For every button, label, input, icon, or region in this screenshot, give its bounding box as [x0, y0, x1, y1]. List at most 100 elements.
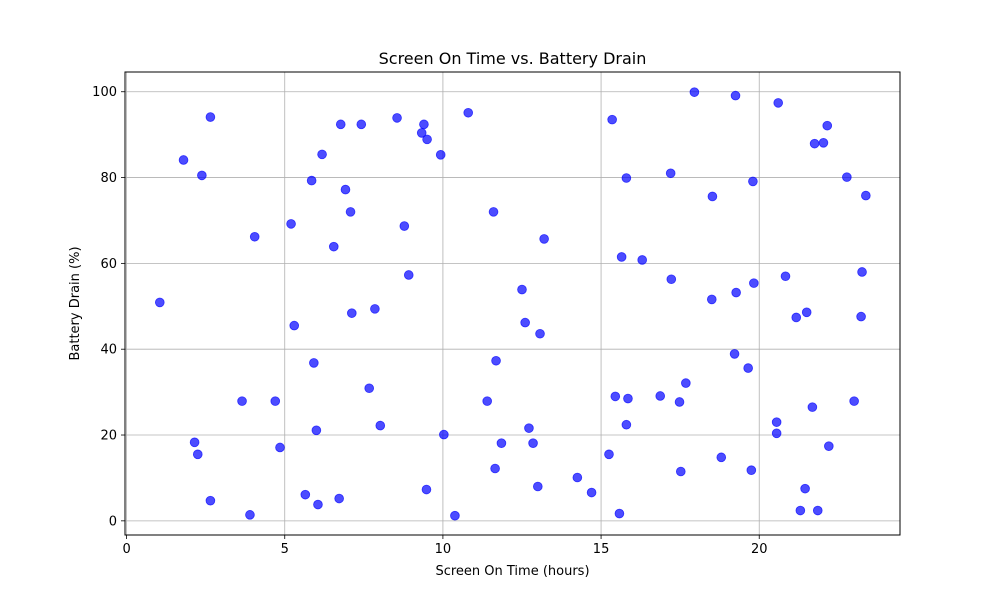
- data-point: [857, 267, 867, 277]
- data-point: [450, 510, 460, 521]
- x-axis-ticks: 0 5 10 15 20: [122, 535, 768, 557]
- data-point: [192, 449, 203, 460]
- data-point: [520, 317, 530, 328]
- data-point: [463, 107, 474, 118]
- data-point: [197, 170, 207, 181]
- data-point: [435, 150, 446, 160]
- data-point: [245, 510, 255, 520]
- data-point: [403, 270, 414, 280]
- data-point: [496, 438, 507, 448]
- data-point: [729, 349, 740, 359]
- data-point: [313, 499, 323, 510]
- data-point: [422, 134, 432, 145]
- data-point: [706, 294, 717, 305]
- data-point: [289, 320, 300, 331]
- data-point: [730, 90, 741, 101]
- data-point: [375, 420, 386, 431]
- data-point: [842, 172, 852, 182]
- data-point: [286, 219, 296, 229]
- data-point: [849, 396, 859, 406]
- data-point: [746, 465, 757, 476]
- data-point: [749, 278, 759, 288]
- y-axis-ticks: 0 20 40 60 80 100: [92, 85, 125, 529]
- data-point: [275, 442, 285, 453]
- data-point: [748, 176, 758, 187]
- data-point: [335, 119, 346, 130]
- data-point: [818, 138, 829, 148]
- data-point: [572, 472, 583, 483]
- data-point: [421, 484, 432, 495]
- data-point: [773, 98, 784, 108]
- y-tick-label: 40: [100, 343, 117, 358]
- y-tick-label: 20: [100, 429, 117, 444]
- data-point: [861, 190, 871, 201]
- data-point: [491, 355, 501, 366]
- x-tick-label: 0: [122, 542, 130, 557]
- data-point: [205, 112, 216, 122]
- data-point: [795, 505, 806, 516]
- data-point: [610, 391, 621, 402]
- data-point: [345, 207, 356, 217]
- plot-area-frame: [124, 71, 901, 536]
- data-point: [482, 396, 492, 406]
- data-point: [856, 311, 866, 322]
- data-point: [370, 304, 380, 314]
- data-point: [356, 119, 367, 130]
- data-point: [309, 358, 319, 368]
- data-point: [743, 363, 753, 373]
- data-point: [317, 149, 327, 160]
- data-point: [586, 487, 597, 498]
- data-point: [666, 274, 677, 285]
- data-point: [340, 184, 351, 195]
- data-point: [614, 508, 625, 519]
- data-point: [539, 234, 549, 244]
- data-point: [604, 449, 614, 460]
- data-point: [621, 419, 632, 430]
- data-point: [716, 452, 727, 463]
- data-points: [154, 87, 871, 521]
- y-tick-label: 0: [109, 514, 117, 529]
- data-point: [306, 175, 317, 186]
- data-point: [334, 493, 344, 504]
- data-point: [178, 155, 189, 165]
- data-point: [533, 481, 543, 492]
- grid-lines: [125, 72, 900, 535]
- data-point: [822, 120, 833, 131]
- data-point: [439, 429, 449, 440]
- data-point: [189, 437, 200, 448]
- data-point: [674, 397, 685, 407]
- data-point: [607, 114, 617, 125]
- data-point: [237, 396, 247, 406]
- x-tick-label: 15: [593, 542, 610, 557]
- y-tick-label: 60: [100, 257, 117, 272]
- data-point: [637, 255, 647, 265]
- data-point: [300, 489, 311, 500]
- data-point: [771, 417, 782, 427]
- data-point: [364, 383, 375, 394]
- data-point: [392, 113, 402, 123]
- data-point: [328, 241, 339, 252]
- data-point: [771, 428, 782, 439]
- data-point: [517, 284, 527, 295]
- x-tick-label: 5: [281, 542, 289, 557]
- data-point: [824, 441, 834, 451]
- data-point: [809, 138, 820, 149]
- chart-title: Screen On Time vs. Battery Drain: [379, 49, 647, 68]
- data-point: [535, 328, 545, 339]
- y-tick-label: 100: [92, 85, 117, 100]
- data-point: [616, 252, 627, 262]
- data-point: [791, 312, 802, 323]
- data-point: [488, 207, 499, 217]
- data-point: [665, 168, 676, 179]
- data-point: [801, 307, 812, 318]
- data-point: [800, 483, 810, 494]
- data-point: [347, 308, 357, 318]
- y-tick-label: 80: [100, 171, 117, 186]
- data-point: [780, 271, 791, 282]
- data-point: [681, 378, 691, 388]
- data-point: [205, 495, 216, 506]
- data-point: [524, 423, 534, 433]
- data-point: [655, 391, 666, 401]
